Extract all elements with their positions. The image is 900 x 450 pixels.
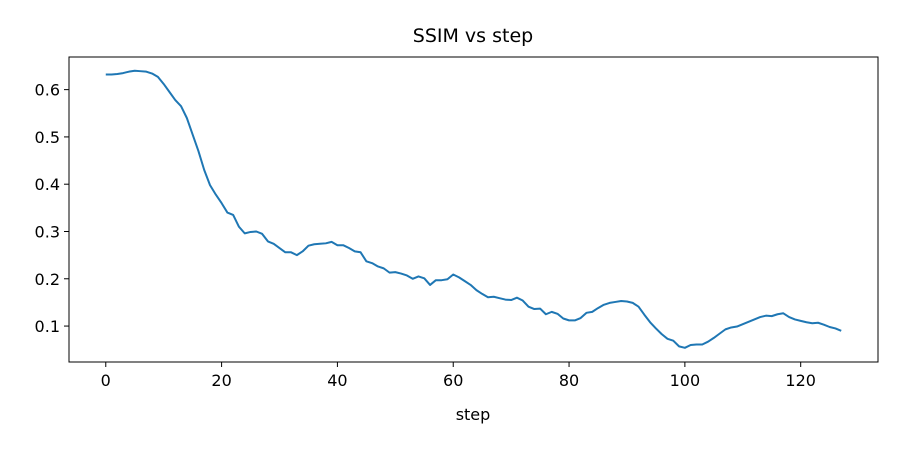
x-tick-label: 60 — [443, 371, 463, 390]
y-tick-label: 0.5 — [35, 128, 60, 147]
x-tick-label: 0 — [101, 371, 111, 390]
plot-frame — [68, 56, 879, 363]
line-series — [105, 69, 842, 349]
x-tick-label: 100 — [670, 371, 701, 390]
x-tick-label: 40 — [327, 371, 347, 390]
y-tick-label: 0.6 — [35, 81, 60, 100]
x-axis-label: step — [456, 405, 491, 424]
x-tick-label: 80 — [559, 371, 579, 390]
x-tick-label: 120 — [785, 371, 816, 390]
y-tick-label: 0.2 — [35, 270, 60, 289]
y-tick-label: 0.4 — [35, 175, 60, 194]
y-tick-label: 0.3 — [35, 222, 60, 241]
chart-title: SSIM vs step — [413, 25, 533, 47]
y-tick-label: 0.1 — [35, 317, 60, 336]
x-tick-label: 20 — [211, 371, 231, 390]
